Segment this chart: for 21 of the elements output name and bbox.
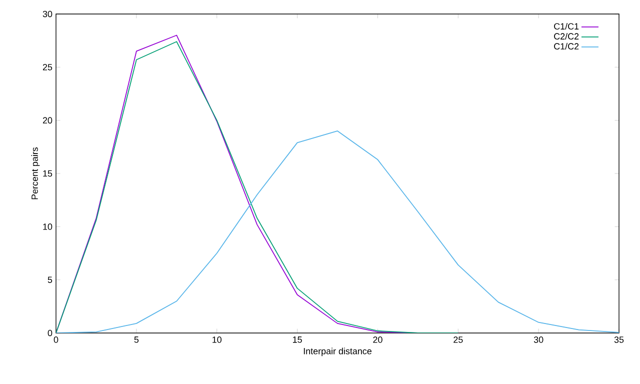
y-tick-label: 25 (42, 64, 52, 70)
line-series (56, 130, 620, 333)
x-tick-label: 25 (454, 336, 463, 343)
x-tick-label: 30 (534, 336, 544, 343)
y-tick-label: 15 (43, 170, 52, 177)
x-tick-label: 20 (373, 336, 382, 343)
x-axis-title: Interpair distance (304, 348, 372, 356)
y-tick-label: 0 (48, 330, 52, 336)
y-tick-label: 30 (42, 10, 52, 18)
legend-label: C1/C1 (554, 22, 579, 30)
y-axis-title: Percent pairs (31, 147, 40, 200)
y-tick-label: 20 (42, 117, 52, 124)
x-tick-label: 0 (54, 336, 58, 343)
legend-label: C1/C2 (554, 42, 579, 50)
legend-label: C2/C2 (554, 32, 579, 40)
y-tick-label: 5 (48, 276, 52, 283)
x-tick-label: 5 (134, 336, 139, 343)
x-tick-label: 15 (292, 336, 302, 343)
y-tick-label: 10 (43, 223, 52, 230)
x-tick-label: 10 (212, 336, 222, 343)
x-tick-label: 35 (614, 336, 624, 343)
